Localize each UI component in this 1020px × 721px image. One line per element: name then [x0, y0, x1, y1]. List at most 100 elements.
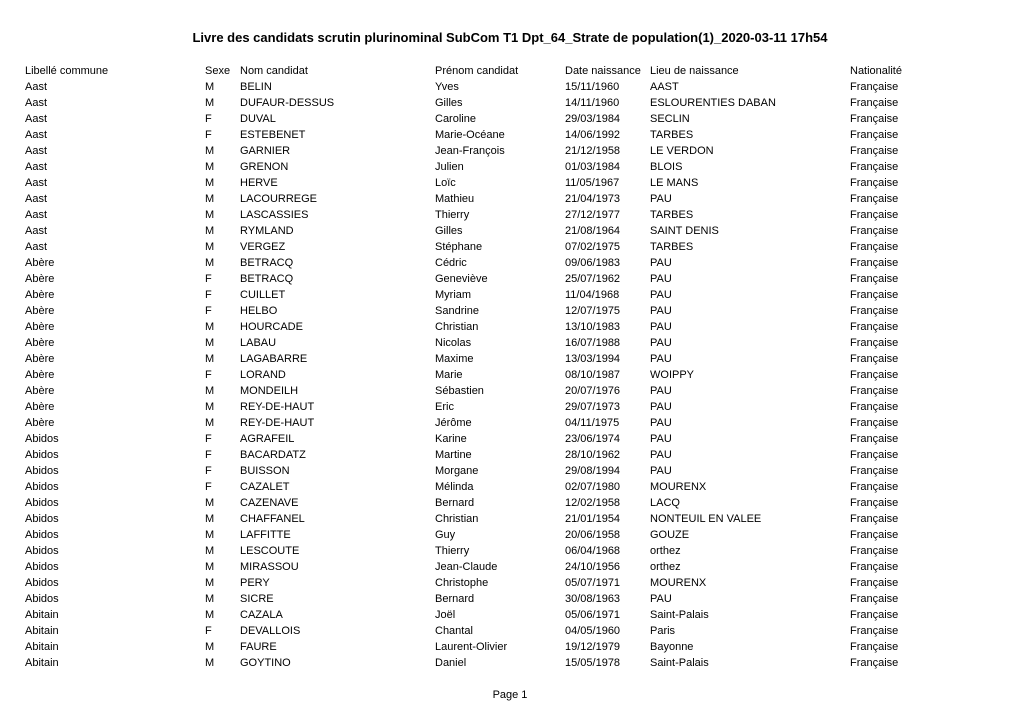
table-cell: Sandrine: [435, 303, 565, 319]
table-cell: Française: [850, 559, 995, 575]
table-cell: PAU: [650, 447, 850, 463]
table-cell: Aast: [25, 143, 205, 159]
table-row: AbèreMLAGABARREMaxime13/03/1994PAUFrança…: [25, 351, 995, 367]
table-cell: F: [205, 287, 240, 303]
table-cell: 21/04/1973: [565, 191, 650, 207]
table-cell: SAINT DENIS: [650, 223, 850, 239]
table-cell: Française: [850, 511, 995, 527]
table-cell: Aast: [25, 239, 205, 255]
table-cell: Thierry: [435, 543, 565, 559]
table-cell: Nicolas: [435, 335, 565, 351]
table-cell: M: [205, 175, 240, 191]
table-cell: Française: [850, 591, 995, 607]
candidates-table: Libellé commune Sexe Nom candidat Prénom…: [25, 65, 995, 671]
table-row: AbidosFCAZALETMélinda02/07/1980MOURENXFr…: [25, 479, 995, 495]
col-header-nom: Nom candidat: [240, 65, 435, 79]
table-row: AbèreMREY-DE-HAUTEric29/07/1973PAUFrança…: [25, 399, 995, 415]
table-cell: 14/11/1960: [565, 95, 650, 111]
table-cell: DUVAL: [240, 111, 435, 127]
table-cell: Française: [850, 223, 995, 239]
table-cell: 14/06/1992: [565, 127, 650, 143]
table-cell: PAU: [650, 335, 850, 351]
table-row: AastMGRENONJulien01/03/1984BLOISFrançais…: [25, 159, 995, 175]
table-cell: HELBO: [240, 303, 435, 319]
table-cell: Abère: [25, 255, 205, 271]
table-cell: Française: [850, 431, 995, 447]
table-cell: Jérôme: [435, 415, 565, 431]
table-cell: Abère: [25, 271, 205, 287]
page-title: Livre des candidats scrutin plurinominal…: [25, 30, 995, 45]
table-cell: M: [205, 159, 240, 175]
table-cell: FAURE: [240, 639, 435, 655]
table-cell: Thierry: [435, 207, 565, 223]
table-cell: 07/02/1975: [565, 239, 650, 255]
table-cell: Aast: [25, 207, 205, 223]
table-cell: Caroline: [435, 111, 565, 127]
table-cell: Cédric: [435, 255, 565, 271]
table-cell: F: [205, 463, 240, 479]
table-cell: Marie: [435, 367, 565, 383]
table-cell: M: [205, 495, 240, 511]
table-cell: M: [205, 143, 240, 159]
table-row: AbidosMCAZENAVEBernard12/02/1958LACQFran…: [25, 495, 995, 511]
table-cell: 04/11/1975: [565, 415, 650, 431]
table-cell: 04/05/1960: [565, 623, 650, 639]
table-cell: Aast: [25, 159, 205, 175]
table-cell: Française: [850, 543, 995, 559]
table-cell: LE MANS: [650, 175, 850, 191]
table-cell: Abidos: [25, 447, 205, 463]
table-cell: LABAU: [240, 335, 435, 351]
table-cell: Daniel: [435, 655, 565, 671]
table-row: AbèreMMONDEILHSébastien20/07/1976PAUFran…: [25, 383, 995, 399]
table-cell: PAU: [650, 287, 850, 303]
table-cell: ESTEBENET: [240, 127, 435, 143]
table-row: AastFDUVALCaroline29/03/1984SECLINFrança…: [25, 111, 995, 127]
table-cell: M: [205, 351, 240, 367]
table-cell: Française: [850, 79, 995, 95]
table-cell: Karine: [435, 431, 565, 447]
table-cell: Française: [850, 255, 995, 271]
table-cell: F: [205, 303, 240, 319]
table-cell: Jean-François: [435, 143, 565, 159]
table-cell: BACARDATZ: [240, 447, 435, 463]
col-header-sexe: Sexe: [205, 65, 240, 79]
table-row: AbèreMHOURCADEChristian13/10/1983PAUFran…: [25, 319, 995, 335]
table-cell: Française: [850, 479, 995, 495]
table-cell: F: [205, 111, 240, 127]
table-cell: M: [205, 79, 240, 95]
table-row: AbidosMCHAFFANELChristian21/01/1954NONTE…: [25, 511, 995, 527]
table-row: AbèreMLABAUNicolas16/07/1988PAUFrançaise: [25, 335, 995, 351]
table-cell: Française: [850, 655, 995, 671]
table-cell: BETRACQ: [240, 255, 435, 271]
table-cell: Française: [850, 175, 995, 191]
table-cell: Stéphane: [435, 239, 565, 255]
col-header-prenom: Prénom candidat: [435, 65, 565, 79]
table-cell: Chantal: [435, 623, 565, 639]
table-cell: 27/12/1977: [565, 207, 650, 223]
table-cell: Joël: [435, 607, 565, 623]
table-cell: Française: [850, 191, 995, 207]
table-cell: Abidos: [25, 431, 205, 447]
table-cell: Française: [850, 95, 995, 111]
table-cell: SICRE: [240, 591, 435, 607]
table-cell: Aast: [25, 223, 205, 239]
table-cell: M: [205, 575, 240, 591]
table-cell: 20/06/1958: [565, 527, 650, 543]
table-cell: Yves: [435, 79, 565, 95]
table-cell: NONTEUIL EN VALEE: [650, 511, 850, 527]
table-row: AbidosMPERYChristophe05/07/1971MOURENXFr…: [25, 575, 995, 591]
table-cell: Bayonne: [650, 639, 850, 655]
table-cell: PAU: [650, 351, 850, 367]
table-row: AastMRYMLANDGilles21/08/1964SAINT DENISF…: [25, 223, 995, 239]
table-cell: LE VERDON: [650, 143, 850, 159]
table-cell: Loïc: [435, 175, 565, 191]
table-cell: LACOURREGE: [240, 191, 435, 207]
table-cell: LORAND: [240, 367, 435, 383]
table-header-row: Libellé commune Sexe Nom candidat Prénom…: [25, 65, 995, 79]
table-cell: LAGABARRE: [240, 351, 435, 367]
table-cell: Française: [850, 207, 995, 223]
table-cell: M: [205, 191, 240, 207]
table-row: AbitainMCAZALAJoël05/06/1971Saint-Palais…: [25, 607, 995, 623]
col-header-lieu: Lieu de naissance: [650, 65, 850, 79]
table-cell: 09/06/1983: [565, 255, 650, 271]
